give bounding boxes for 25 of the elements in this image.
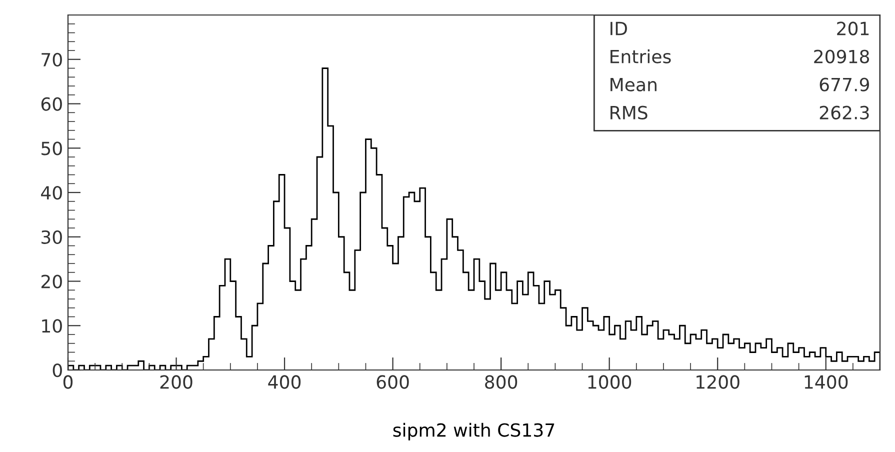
y-tick-label: 0 [52,363,62,378]
x-tick-label: 200 [160,375,192,389]
annotation: 262.3 [820,106,869,120]
x-tick-label: 0 [63,375,73,389]
y-tick-label: 20 [41,274,62,288]
y-tick-label: 10 [42,319,62,333]
x-axis-title: sipm2 with CS137 [393,422,554,440]
x-tick-label: 600 [376,375,409,389]
annotation: ID [610,22,627,36]
x-tick-label: 1000 [588,375,632,389]
x-tick-label: 800 [485,375,518,389]
y-tick-label: 60 [41,97,62,111]
annotation: Entries [610,49,671,64]
annotation: Mean [610,78,656,92]
annotation: 677.9 [820,78,869,92]
y-tick-label: 40 [41,186,62,200]
x-tick-label: 400 [268,375,301,389]
x-tick-label: 1400 [804,375,848,389]
annotation: 201 [837,22,869,36]
y-tick-label: 50 [42,142,62,156]
x-tick-label: 1200 [696,375,740,389]
annotation: RMS [610,106,648,120]
y-tick-label: 30 [42,230,62,244]
annotation: 20918 [814,50,870,64]
y-tick-label: 70 [42,52,62,66]
